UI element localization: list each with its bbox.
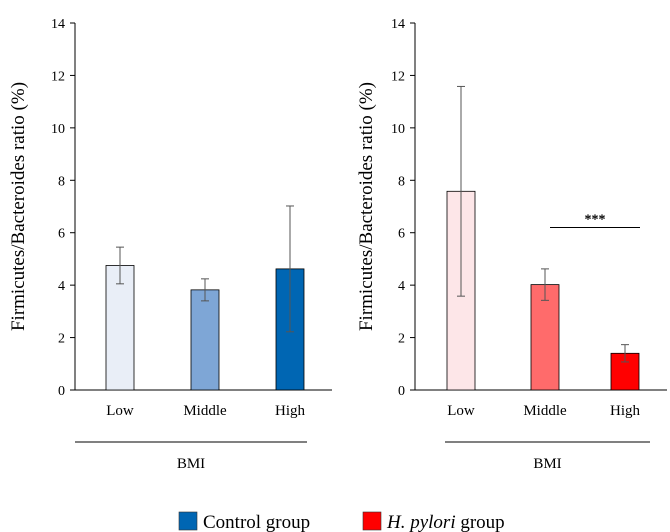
category-label: Middle xyxy=(523,403,567,419)
h-pylori-group-chart: 0 2 4 6 8 10 12 14 Firmicutes/Bacteroides ratio … xyxy=(356,17,667,472)
control-group-chart: 0 2 4 6 8 10 12 14 Firmicutes/Bacteroides ratio … xyxy=(8,17,332,472)
category-label: High xyxy=(610,403,641,419)
legend-text: Control group xyxy=(203,512,310,532)
y-axis-title: Firmicutes/Bacteroides ratio (%) xyxy=(356,82,377,331)
significance-label: *** xyxy=(585,212,606,227)
y-tick-label: 0 xyxy=(58,384,65,399)
y-tick-label: 12 xyxy=(51,69,65,84)
y-tick-label: 14 xyxy=(51,17,65,32)
legend-item-label: Control group xyxy=(203,512,310,532)
y-tick-label: 10 xyxy=(391,122,405,137)
y-tick-label: 0 xyxy=(398,384,405,399)
legend-text: group xyxy=(460,512,504,532)
y-tick-label: 10 xyxy=(51,122,65,137)
x-axis-title: BMI xyxy=(177,456,205,472)
legend-swatch xyxy=(362,511,382,531)
y-tick-label: 2 xyxy=(58,332,65,347)
y-tick-label: 4 xyxy=(58,279,65,294)
y-tick-label: 12 xyxy=(391,69,405,84)
category-label: Low xyxy=(447,403,475,419)
category-label: Low xyxy=(106,403,134,419)
y-tick-label: 6 xyxy=(398,227,405,242)
y-tick-label: 2 xyxy=(398,332,405,347)
legend-swatch xyxy=(178,511,198,531)
category-label: Middle xyxy=(183,403,227,419)
y-tick-label: 6 xyxy=(58,227,65,242)
legend: Control group H. pylori group xyxy=(178,511,505,532)
y-tick-label: 4 xyxy=(398,279,405,294)
legend-italic: H. pylori xyxy=(386,512,456,532)
legend-item-label: H. pylori group xyxy=(386,512,505,532)
bar-middle xyxy=(530,284,560,391)
bar-middle xyxy=(190,289,220,391)
category-label: High xyxy=(275,403,306,419)
y-axis-title: Firmicutes/Bacteroides ratio (%) xyxy=(8,82,29,331)
x-axis-title: BMI xyxy=(533,456,561,472)
y-tick-label: 14 xyxy=(391,17,405,32)
y-tick-label: 8 xyxy=(58,174,65,189)
y-tick-label: 8 xyxy=(398,174,405,189)
